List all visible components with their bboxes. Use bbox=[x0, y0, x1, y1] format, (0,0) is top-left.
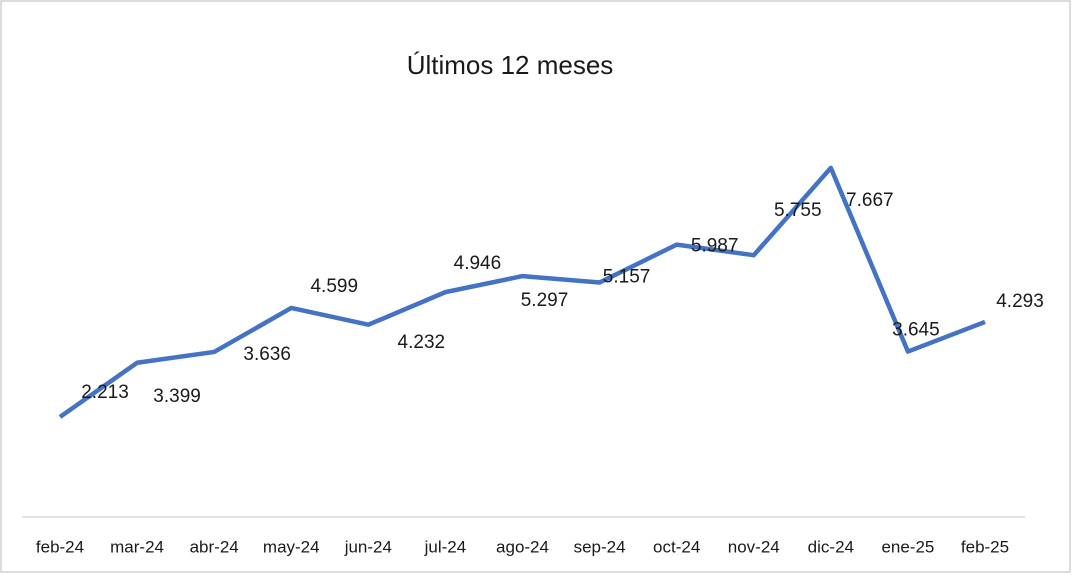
data-label: 4.293 bbox=[996, 291, 1044, 312]
data-label: 4.946 bbox=[454, 253, 502, 274]
x-tick-label: may-24 bbox=[263, 537, 320, 556]
x-tick-label: ene-25 bbox=[881, 537, 934, 556]
data-label: 5.755 bbox=[774, 200, 822, 221]
data-label: 3.399 bbox=[153, 386, 201, 407]
x-tick-label: jun-24 bbox=[344, 537, 392, 556]
data-label: 4.599 bbox=[310, 276, 358, 297]
x-tick-label: oct-24 bbox=[653, 537, 700, 556]
data-label: 5.297 bbox=[521, 290, 569, 311]
data-label: 2.213 bbox=[81, 382, 129, 403]
x-tick-label: ago-24 bbox=[496, 537, 549, 556]
data-label: 3.636 bbox=[243, 344, 291, 365]
x-tick-label: feb-25 bbox=[961, 537, 1009, 556]
x-tick-label: nov-24 bbox=[728, 537, 780, 556]
x-tick-label: mar-24 bbox=[110, 537, 164, 556]
chart-title: Últimos 12 meses bbox=[407, 50, 614, 80]
data-label: 4.232 bbox=[398, 332, 446, 353]
data-label: 7.667 bbox=[846, 190, 894, 211]
data-line bbox=[58, 165, 986, 419]
x-tick-label: dic-24 bbox=[808, 537, 854, 556]
data-label: 5.987 bbox=[691, 236, 739, 257]
x-tick-label: sep-24 bbox=[574, 537, 626, 556]
x-tick-label: feb-24 bbox=[36, 537, 84, 556]
x-tick-label: jul-24 bbox=[424, 537, 467, 556]
data-label: 3.645 bbox=[892, 320, 940, 341]
x-tick-label: abr-24 bbox=[190, 537, 239, 556]
data-label: 5.157 bbox=[603, 267, 651, 288]
